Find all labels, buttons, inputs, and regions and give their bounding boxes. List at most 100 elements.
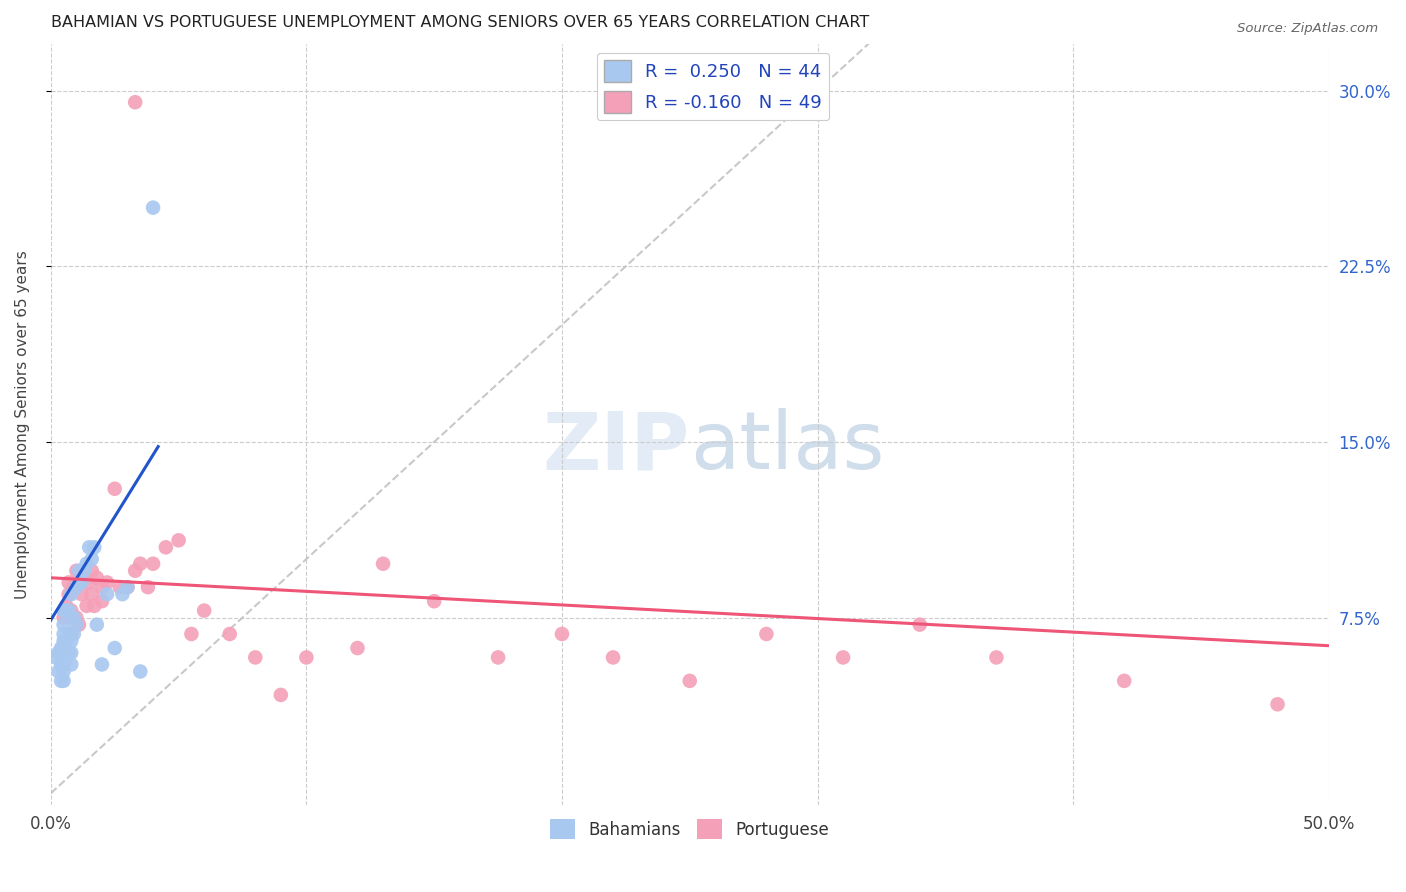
Point	[58, 603, 80, 617]
Point	[986, 650, 1008, 665]
Point	[91, 594, 114, 608]
Point	[52, 673, 75, 688]
Point	[270, 688, 292, 702]
Point	[104, 641, 127, 656]
Point	[77, 541, 100, 555]
Point	[142, 557, 165, 571]
Point	[83, 599, 105, 613]
Point	[60, 603, 83, 617]
Point	[679, 673, 702, 688]
Point	[80, 587, 103, 601]
Point	[52, 650, 75, 665]
Point	[111, 587, 134, 601]
Point	[65, 610, 87, 624]
Point	[602, 650, 624, 665]
Point	[52, 665, 75, 679]
Point	[73, 571, 96, 585]
Point	[58, 587, 80, 601]
Point	[70, 575, 93, 590]
Point	[70, 587, 93, 601]
Point	[108, 580, 131, 594]
Point	[58, 627, 80, 641]
Point	[48, 665, 70, 679]
Point	[371, 557, 394, 571]
Text: ZIP: ZIP	[543, 409, 690, 486]
Point	[63, 580, 86, 594]
Point	[60, 627, 83, 641]
Point	[86, 617, 108, 632]
Point	[55, 599, 77, 613]
Point	[180, 627, 202, 641]
Point	[73, 564, 96, 578]
Point	[52, 641, 75, 656]
Point	[67, 617, 90, 632]
Point	[91, 580, 114, 594]
Point	[60, 657, 83, 672]
Point	[80, 564, 103, 578]
Point	[83, 541, 105, 555]
Point	[96, 587, 118, 601]
Point	[908, 617, 931, 632]
Point	[58, 646, 80, 660]
Point	[346, 641, 368, 656]
Point	[65, 580, 87, 594]
Point	[76, 557, 98, 571]
Point	[52, 603, 75, 617]
Point	[832, 650, 855, 665]
Point	[155, 541, 177, 555]
Point	[486, 650, 509, 665]
Point	[49, 641, 72, 656]
Point	[104, 482, 127, 496]
Point	[755, 627, 778, 641]
Point	[45, 650, 67, 665]
Point	[52, 657, 75, 672]
Point	[65, 564, 87, 578]
Point	[129, 557, 152, 571]
Point	[167, 533, 190, 548]
Point	[124, 95, 146, 110]
Point	[63, 610, 86, 624]
Point	[60, 646, 83, 660]
Point	[295, 650, 318, 665]
Point	[76, 599, 98, 613]
Point	[52, 634, 75, 648]
Point	[218, 627, 240, 641]
Y-axis label: Unemployment Among Seniors over 65 years: Unemployment Among Seniors over 65 years	[15, 250, 30, 599]
Point	[55, 603, 77, 617]
Point	[142, 201, 165, 215]
Point	[49, 657, 72, 672]
Point	[96, 575, 118, 590]
Point	[124, 564, 146, 578]
Point	[52, 610, 75, 624]
Point	[117, 580, 139, 594]
Point	[129, 665, 152, 679]
Point	[551, 627, 574, 641]
Legend: Bahamians, Portuguese: Bahamians, Portuguese	[543, 813, 837, 847]
Point	[1114, 673, 1136, 688]
Point	[423, 594, 446, 608]
Point	[86, 571, 108, 585]
Point	[55, 634, 77, 648]
Point	[117, 580, 139, 594]
Point	[63, 627, 86, 641]
Point	[67, 564, 90, 578]
Point	[49, 673, 72, 688]
Text: Source: ZipAtlas.com: Source: ZipAtlas.com	[1237, 22, 1378, 36]
Point	[1267, 698, 1289, 712]
Point	[136, 580, 159, 594]
Point	[77, 575, 100, 590]
Point	[60, 634, 83, 648]
Text: BAHAMIAN VS PORTUGUESE UNEMPLOYMENT AMONG SENIORS OVER 65 YEARS CORRELATION CHAR: BAHAMIAN VS PORTUGUESE UNEMPLOYMENT AMON…	[51, 15, 869, 30]
Point	[58, 575, 80, 590]
Point	[52, 617, 75, 632]
Point	[52, 627, 75, 641]
Point	[60, 587, 83, 601]
Text: atlas: atlas	[690, 409, 884, 486]
Point	[48, 646, 70, 660]
Point	[91, 657, 114, 672]
Point	[80, 552, 103, 566]
Point	[65, 617, 87, 632]
Point	[55, 650, 77, 665]
Point	[245, 650, 267, 665]
Point	[193, 603, 215, 617]
